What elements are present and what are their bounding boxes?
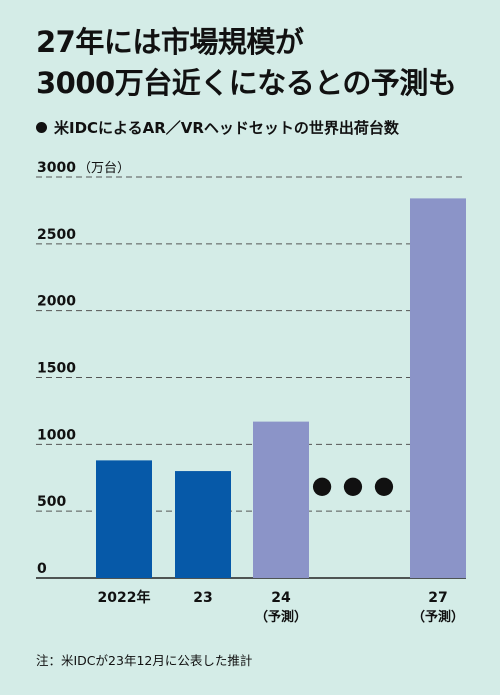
bar-chart: 0 500 1000 1500 2000 2500 3000 （万台） 2022年 23 24 （予測… — [36, 160, 466, 625]
x-tick-label-24: 24 — [271, 590, 291, 606]
x-tick-sublabel-27: （予測） — [412, 609, 464, 625]
bar-2022年 — [96, 460, 152, 578]
x-tick-label-2022年: 2022年 — [98, 589, 151, 606]
y-tick-label-3000: 3000 — [37, 160, 76, 176]
y-unit-label: （万台） — [78, 161, 130, 176]
x-tick-sublabel-24: （予測） — [255, 609, 307, 625]
title-line-1: 27年には市場規模が — [36, 25, 304, 59]
bullet-icon — [36, 122, 47, 133]
bar-23 — [175, 471, 231, 578]
footnote: 注：米IDCが23年12月に公表した推計 — [36, 653, 253, 668]
bar-24 — [253, 421, 309, 578]
chart-subtitle: 米IDCによるAR／VRヘッドセットの世界出荷台数 — [36, 117, 399, 138]
bar-27 — [410, 198, 466, 578]
y-tick-label-0: 0 — [37, 561, 47, 577]
chart-title: 27年には市場規模が 3000万台近くになるとの予測も — [36, 22, 486, 104]
x-tick-label-27: 27 — [428, 590, 447, 606]
title-line-2: 3000万台近くになるとの予測も — [36, 66, 457, 100]
y-tick-label-2500: 2500 — [37, 227, 76, 243]
y-tick-label-2000: 2000 — [37, 294, 76, 310]
x-tick-label-23: 23 — [193, 590, 212, 606]
gap-marker: ●●● — [312, 471, 405, 499]
y-tick-label-1000: 1000 — [37, 427, 76, 443]
y-tick-label-500: 500 — [37, 494, 66, 510]
subtitle-text: 米IDCによるAR／VRヘッドセットの世界出荷台数 — [54, 119, 399, 137]
y-tick-label-1500: 1500 — [37, 361, 76, 377]
